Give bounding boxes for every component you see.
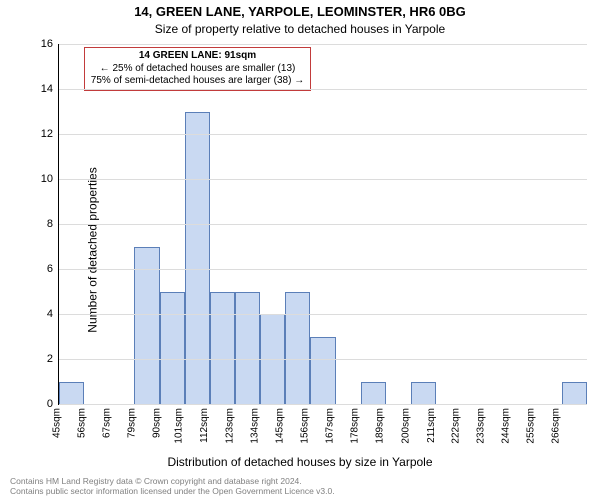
annotation-box: 14 GREEN LANE: 91sqm← 25% of detached ho… bbox=[84, 47, 311, 91]
x-tick-label: 178sqm bbox=[350, 408, 361, 444]
gridline bbox=[59, 359, 587, 360]
x-tick-label: 101sqm bbox=[174, 408, 185, 444]
y-tick-label: 12 bbox=[41, 128, 59, 140]
gridline bbox=[59, 314, 587, 315]
x-tick-label: 189sqm bbox=[375, 408, 386, 444]
histogram-bar bbox=[285, 292, 310, 405]
x-tick-label: 255sqm bbox=[526, 408, 537, 444]
gridline bbox=[59, 89, 587, 90]
chart-container: 14, GREEN LANE, YARPOLE, LEOMINSTER, HR6… bbox=[0, 0, 600, 500]
x-tick-label: 233sqm bbox=[476, 408, 487, 444]
histogram-bar bbox=[235, 292, 260, 405]
x-tick-label: 244sqm bbox=[501, 408, 512, 444]
histogram-bar bbox=[59, 382, 84, 405]
chart-title: 14, GREEN LANE, YARPOLE, LEOMINSTER, HR6… bbox=[0, 4, 600, 19]
histogram-bar bbox=[411, 382, 436, 405]
x-tick-label: 90sqm bbox=[152, 408, 163, 438]
x-tick-label: 156sqm bbox=[300, 408, 311, 444]
histogram-bar bbox=[185, 112, 210, 405]
y-tick-label: 8 bbox=[47, 218, 59, 230]
gridline bbox=[59, 179, 587, 180]
gridline bbox=[59, 44, 587, 45]
y-tick-label: 2 bbox=[47, 353, 59, 365]
x-tick-label: 56sqm bbox=[76, 408, 87, 438]
x-tick-label: 123sqm bbox=[224, 408, 235, 444]
y-tick-label: 14 bbox=[41, 83, 59, 95]
x-tick-label: 45sqm bbox=[51, 408, 62, 438]
histogram-bar bbox=[361, 382, 386, 405]
gridline bbox=[59, 269, 587, 270]
gridline bbox=[59, 404, 587, 405]
annotation-line: 14 GREEN LANE: 91sqm bbox=[91, 50, 304, 63]
x-axis-label: Distribution of detached houses by size … bbox=[0, 455, 600, 469]
x-tick-label: 200sqm bbox=[400, 408, 411, 444]
histogram-bar bbox=[310, 337, 335, 405]
annotation-line: ← 25% of detached houses are smaller (13… bbox=[91, 63, 304, 76]
gridline bbox=[59, 224, 587, 225]
x-tick-label: 211sqm bbox=[426, 408, 437, 443]
x-tick-label: 134sqm bbox=[249, 408, 260, 444]
histogram-bar bbox=[562, 382, 587, 405]
footer-attribution: Contains HM Land Registry data © Crown c… bbox=[10, 476, 335, 496]
y-tick-label: 16 bbox=[41, 38, 59, 50]
gridline bbox=[59, 134, 587, 135]
chart-subtitle: Size of property relative to detached ho… bbox=[0, 22, 600, 36]
histogram-bar bbox=[160, 292, 185, 405]
histogram-bar bbox=[134, 247, 159, 405]
plot-area: 14 GREEN LANE: 91sqm← 25% of detached ho… bbox=[58, 44, 587, 405]
x-tick-label: 145sqm bbox=[275, 408, 286, 444]
x-tick-label: 167sqm bbox=[325, 408, 336, 444]
x-tick-label: 112sqm bbox=[200, 408, 211, 443]
histogram-bar bbox=[210, 292, 235, 405]
annotation-line: 75% of semi-detached houses are larger (… bbox=[91, 75, 304, 88]
y-tick-label: 4 bbox=[47, 308, 59, 320]
x-tick-label: 67sqm bbox=[101, 408, 112, 438]
x-tick-label: 222sqm bbox=[451, 408, 462, 444]
y-tick-label: 10 bbox=[41, 173, 59, 185]
x-tick-label: 266sqm bbox=[551, 408, 562, 444]
x-tick-label: 79sqm bbox=[126, 408, 137, 438]
y-tick-label: 6 bbox=[47, 263, 59, 275]
